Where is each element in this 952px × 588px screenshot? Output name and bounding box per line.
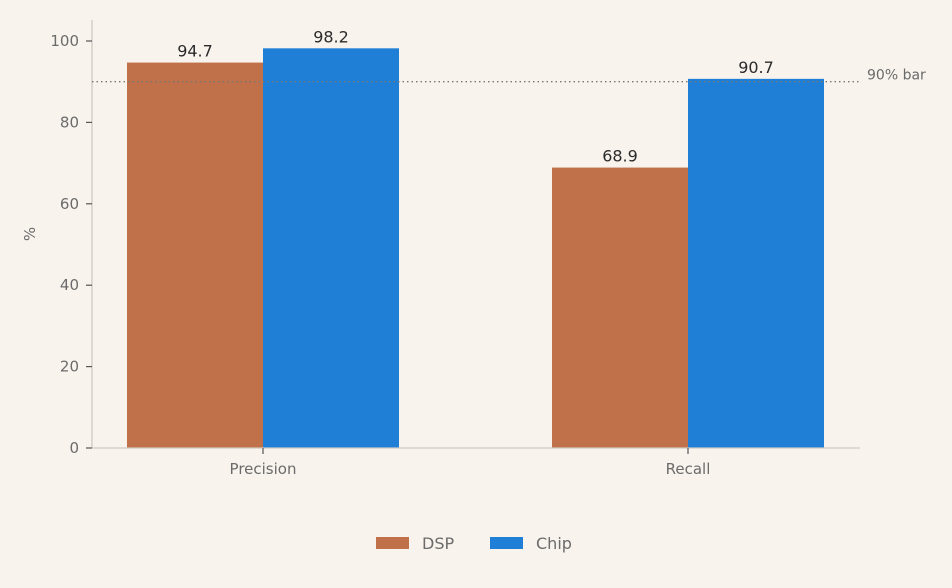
value-label: 68.9	[602, 147, 638, 166]
x-tick-label: Recall	[666, 460, 711, 478]
legend-label-chip: Chip	[536, 534, 572, 553]
bar-dsp-recall	[552, 167, 688, 448]
value-label: 98.2	[313, 27, 349, 46]
x-tick-label: Precision	[230, 460, 297, 478]
bar-chip-precision	[263, 48, 399, 449]
bar-dsp-precision	[127, 62, 263, 449]
y-tick-label: 100	[50, 32, 79, 50]
y-tick-label: 40	[60, 276, 79, 294]
legend-swatch-chip	[490, 537, 523, 549]
y-tick-label: 0	[69, 439, 79, 457]
y-axis-label: %	[21, 227, 39, 241]
legend-swatch-dsp	[376, 537, 409, 549]
value-label: 94.7	[177, 42, 213, 61]
y-tick-label: 60	[60, 195, 79, 213]
legend-label-dsp: DSP	[422, 534, 454, 553]
y-tick-label: 80	[60, 113, 79, 131]
y-tick-label: 20	[60, 358, 79, 376]
value-label: 90.7	[738, 58, 774, 77]
reference-line-label: 90% bar	[867, 68, 926, 84]
bar-chip-recall	[688, 78, 824, 448]
